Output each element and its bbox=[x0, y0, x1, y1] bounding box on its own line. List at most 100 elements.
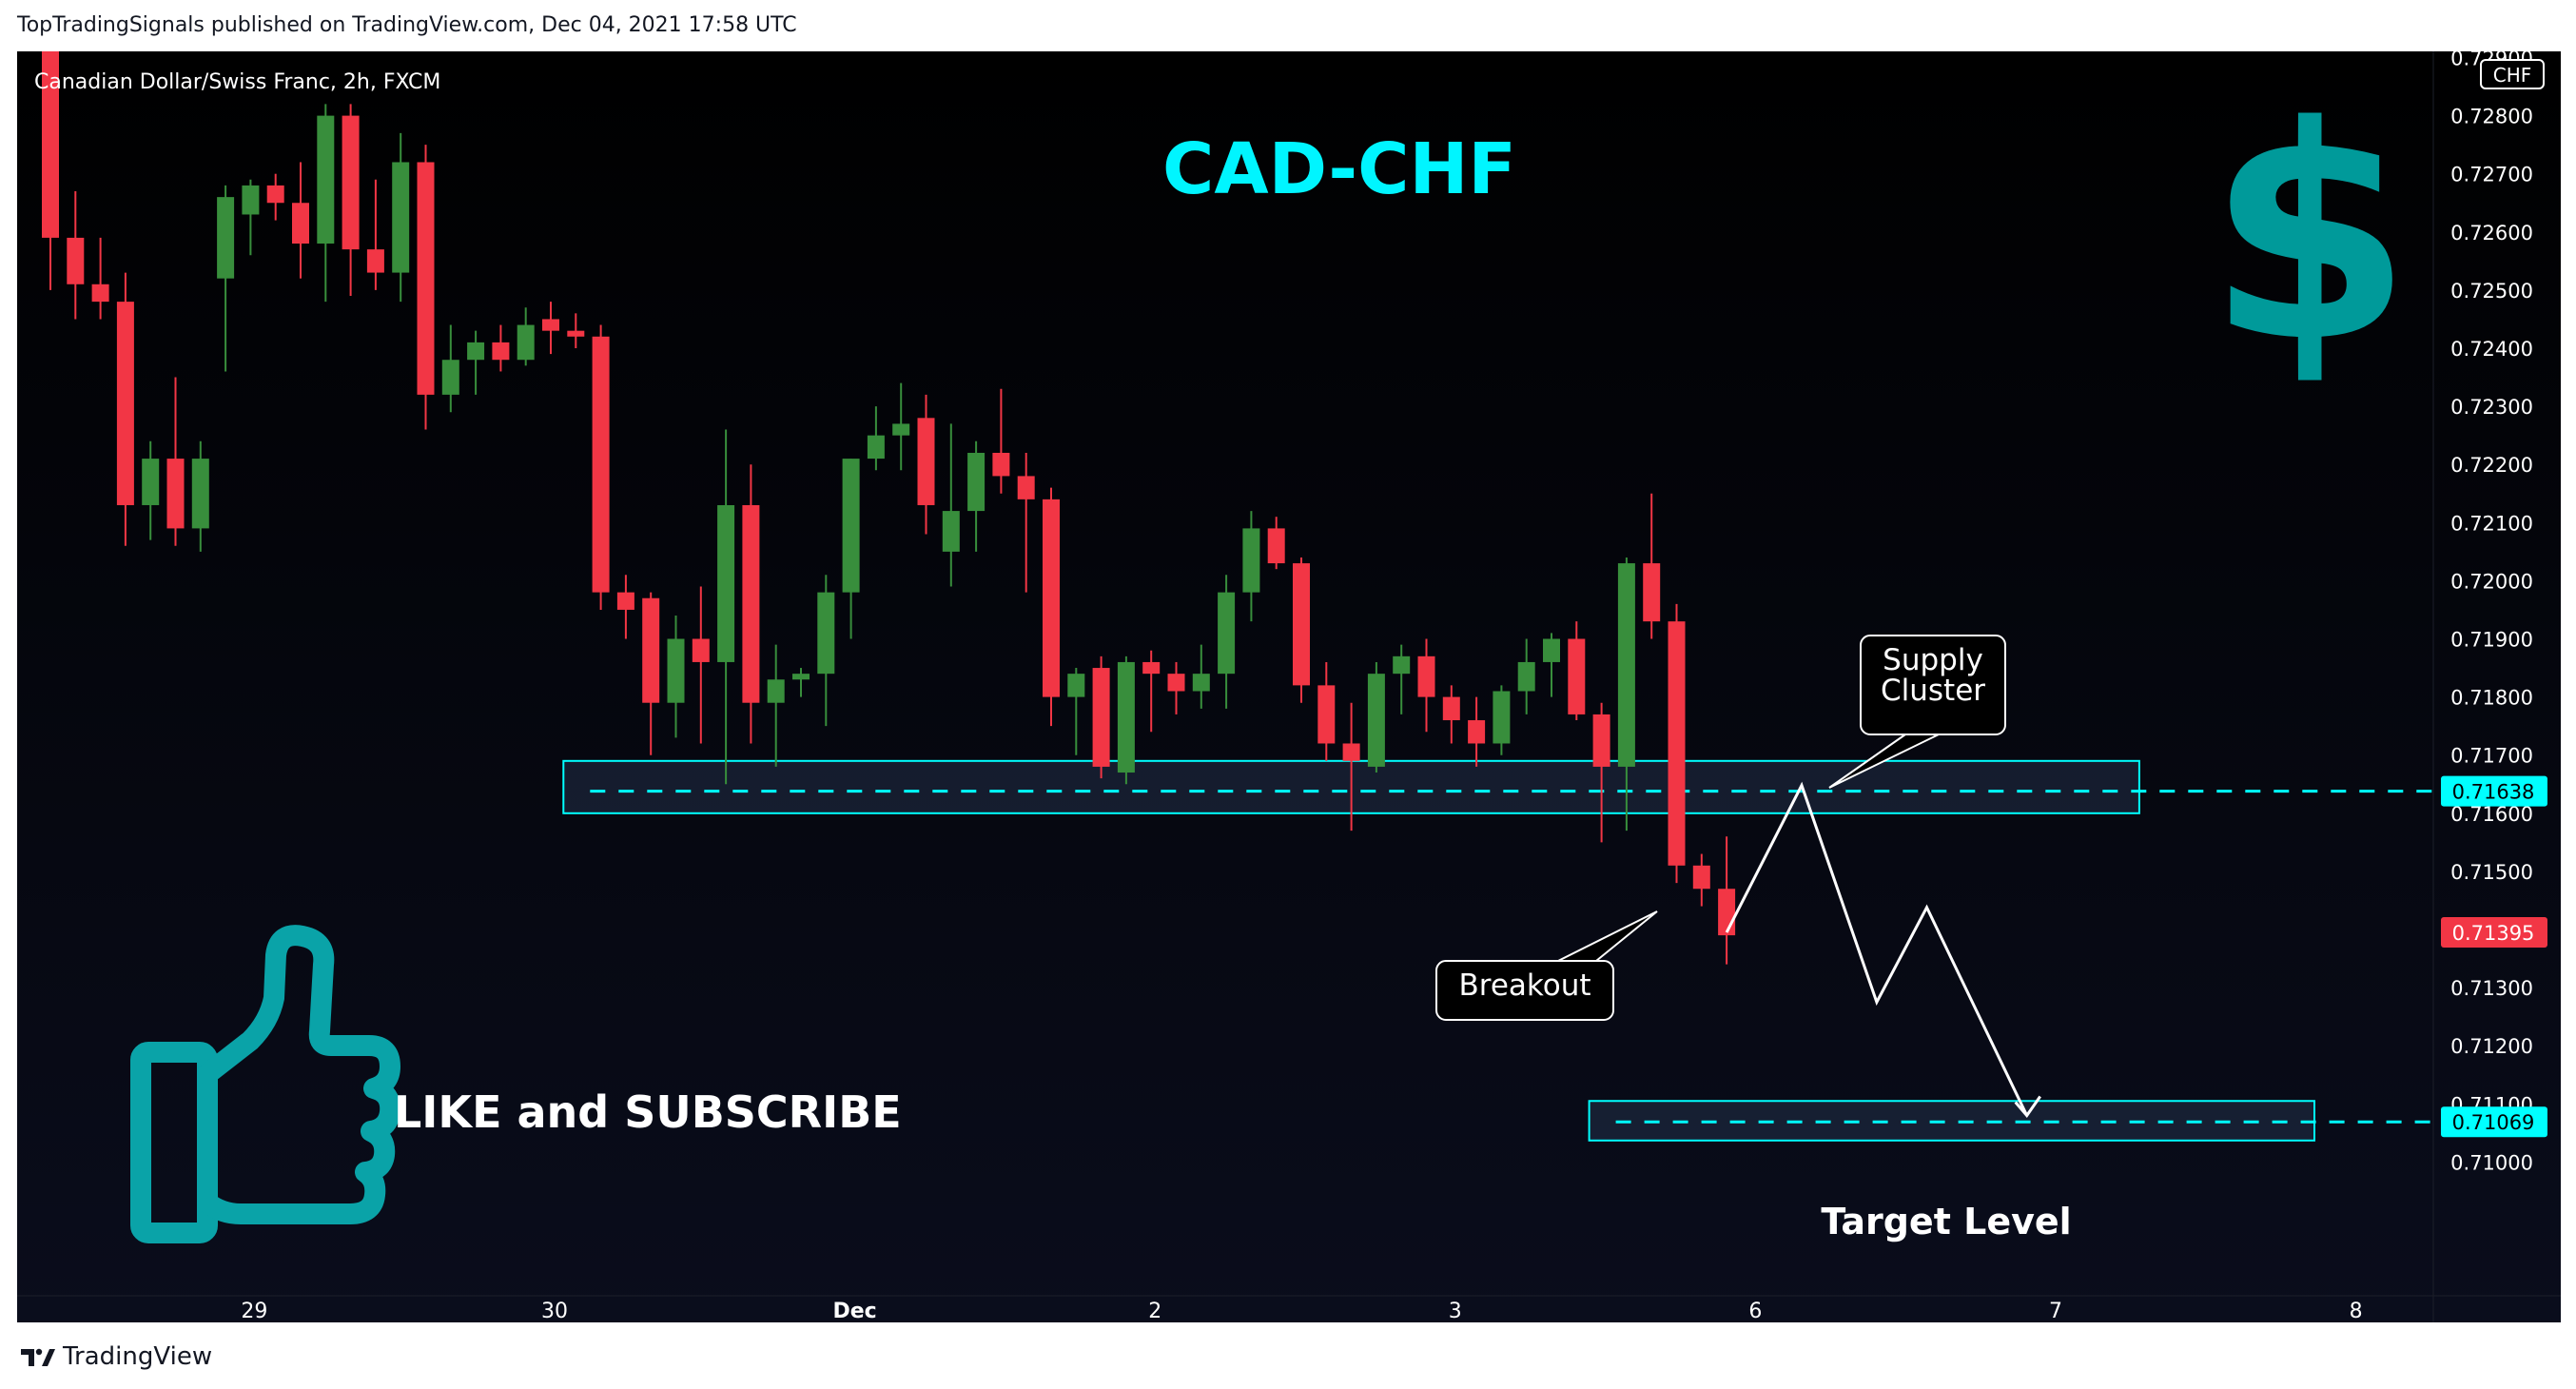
candle bbox=[1692, 865, 1710, 890]
candle bbox=[1668, 621, 1686, 866]
candle bbox=[116, 302, 134, 505]
candle bbox=[1417, 655, 1435, 697]
candle bbox=[342, 115, 360, 250]
candle bbox=[1142, 661, 1161, 675]
candle bbox=[817, 592, 835, 675]
candle bbox=[1293, 563, 1310, 686]
candle bbox=[191, 459, 209, 529]
candle bbox=[1218, 592, 1236, 675]
candle bbox=[1393, 655, 1411, 675]
time-axis[interactable]: 29 30 Dec 2 3 6 7 8 bbox=[241, 1300, 2362, 1322]
candle bbox=[842, 459, 860, 593]
chart-title: CAD-CHF bbox=[1162, 128, 1516, 210]
time-tick-label: 3 bbox=[1449, 1300, 1462, 1322]
time-tick-label: 8 bbox=[2350, 1300, 2363, 1322]
currency-badge-bg bbox=[2480, 59, 2545, 89]
svg-text:$: $ bbox=[2207, 64, 2412, 407]
candle bbox=[917, 418, 935, 505]
candle bbox=[1043, 499, 1060, 697]
price-tick-label: 0.72800 bbox=[2450, 106, 2533, 128]
candle bbox=[792, 674, 810, 680]
projection-path bbox=[1725, 781, 2029, 1117]
like-subscribe-text: LIKE and SUBSCRIBE bbox=[394, 1086, 902, 1138]
candle bbox=[266, 185, 284, 204]
dollar-icon: $ bbox=[2207, 64, 2412, 407]
candle bbox=[1442, 696, 1460, 721]
price-tick-label: 0.71600 bbox=[2450, 803, 2533, 826]
price-tick-label: 0.71700 bbox=[2450, 745, 2533, 768]
candle bbox=[366, 249, 384, 273]
supply-cluster-callout-text: Supply bbox=[1883, 643, 1983, 677]
candle bbox=[142, 459, 160, 505]
candle bbox=[417, 162, 435, 395]
symbol-line: Canadian Dollar/Swiss Franc, 2h, FXCM bbox=[34, 70, 440, 94]
tradingview-logo-text: TradingView bbox=[63, 1342, 213, 1371]
candle bbox=[1117, 661, 1135, 773]
price-tick-label: 0.71500 bbox=[2450, 861, 2533, 884]
candle bbox=[1718, 889, 1736, 936]
candle bbox=[492, 342, 510, 361]
candle bbox=[867, 435, 885, 460]
candle bbox=[542, 319, 559, 331]
time-tick-label: 29 bbox=[241, 1300, 267, 1322]
candle bbox=[692, 638, 710, 662]
candle bbox=[1592, 714, 1610, 767]
price-tick-label: 0.71800 bbox=[2450, 687, 2533, 710]
candle bbox=[1317, 685, 1336, 744]
price-tick-label: 0.72600 bbox=[2450, 222, 2533, 245]
chart-background bbox=[17, 51, 2561, 1322]
candle bbox=[392, 162, 410, 273]
candle bbox=[467, 342, 485, 361]
supply-cluster-callout-text: Cluster bbox=[1881, 674, 1985, 708]
candle bbox=[967, 452, 986, 512]
time-tick-label: 6 bbox=[1748, 1300, 1762, 1322]
breakout-callout-tail bbox=[1557, 910, 1658, 962]
last-price-tag-text: 0.71395 bbox=[2452, 922, 2535, 945]
candle bbox=[1468, 720, 1486, 744]
candle bbox=[292, 203, 309, 245]
last-price-tag bbox=[2441, 917, 2547, 949]
candle bbox=[892, 423, 910, 436]
candle bbox=[592, 336, 610, 593]
candle bbox=[317, 115, 335, 245]
candle bbox=[717, 504, 735, 662]
candle bbox=[1067, 674, 1085, 697]
price-tick-label: 0.71000 bbox=[2450, 1151, 2533, 1174]
supply-cluster-callout-tail bbox=[1828, 734, 1940, 789]
price-tick-label: 0.72100 bbox=[2450, 512, 2533, 535]
candle bbox=[1167, 674, 1185, 692]
candle bbox=[1017, 476, 1035, 499]
price-tick-label: 0.71300 bbox=[2450, 977, 2533, 1000]
candle bbox=[667, 638, 685, 703]
breakout-callout-text: Breakout bbox=[1458, 968, 1590, 1003]
candle bbox=[1342, 743, 1360, 761]
candle bbox=[992, 452, 1010, 477]
candles-layer bbox=[42, 51, 1736, 965]
breakout-callout: Breakout bbox=[1435, 910, 1658, 1021]
target-price-tag bbox=[2441, 1106, 2547, 1138]
breakout-callout-box bbox=[1435, 960, 1614, 1021]
price-tick-label: 0.71900 bbox=[2450, 629, 2533, 652]
tradingview-logo-icon bbox=[21, 1348, 55, 1366]
candle bbox=[1367, 674, 1385, 767]
candle bbox=[1568, 638, 1586, 714]
candle bbox=[1543, 638, 1560, 662]
target-level-label: Target Level bbox=[1821, 1201, 2071, 1242]
price-tick-label: 0.72400 bbox=[2450, 338, 2533, 361]
candle bbox=[67, 237, 85, 284]
candle bbox=[1517, 661, 1535, 692]
candle bbox=[217, 197, 235, 279]
supply-cluster-callout-box bbox=[1860, 635, 2006, 735]
candle bbox=[1192, 674, 1210, 692]
price-tick-label: 0.72300 bbox=[2450, 396, 2533, 419]
price-tick-label: 0.72000 bbox=[2450, 570, 2533, 593]
candle bbox=[1643, 563, 1661, 622]
price-tick-label: 0.72200 bbox=[2450, 454, 2533, 477]
candle bbox=[1242, 528, 1260, 593]
target-zone bbox=[1588, 1100, 2315, 1142]
price-axis[interactable]: 0.729000.728000.727000.726000.725000.724… bbox=[2441, 51, 2547, 1174]
candle bbox=[441, 360, 459, 395]
price-tick-label: 0.72500 bbox=[2450, 280, 2533, 303]
